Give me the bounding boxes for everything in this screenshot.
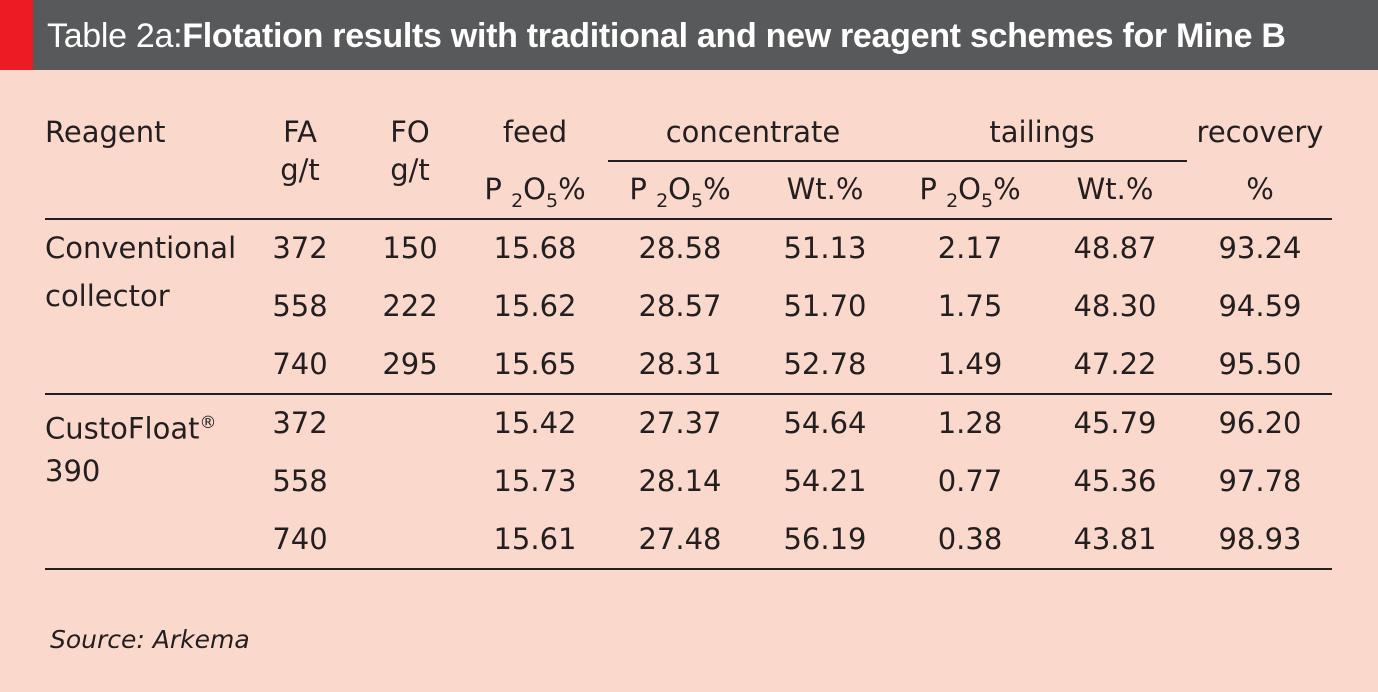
group-divider-rule <box>45 393 1332 395</box>
cell-recovery: 93.24 <box>1218 231 1302 265</box>
cell-tail-p: 1.28 <box>937 406 1003 440</box>
cell-feed: 15.62 <box>493 289 577 323</box>
header-concentrate: concentrate <box>665 115 841 149</box>
cell-conc-p: 27.37 <box>638 406 722 440</box>
header-conc-p2o5: P 2O5% <box>629 172 731 212</box>
header-fo: FO <box>390 115 430 149</box>
cell-recovery: 94.59 <box>1218 289 1302 323</box>
cell-tail-wt: 48.87 <box>1073 231 1157 265</box>
header-tailings: tailings <box>989 115 1095 149</box>
cell-tail-wt: 45.79 <box>1073 406 1157 440</box>
registered-mark: ® <box>199 413 217 433</box>
cell-fa: 740 <box>272 522 328 556</box>
cell-conc-p: 27.48 <box>638 522 722 556</box>
table-number: Table 2a: <box>47 17 183 55</box>
cell-fo: 150 <box>382 231 438 265</box>
cell-conc-wt: 54.64 <box>783 406 867 440</box>
header-fa: FA <box>283 115 317 149</box>
cell-recovery: 98.93 <box>1218 522 1302 556</box>
concentrate-rule <box>608 160 898 162</box>
cell-fa: 372 <box>272 406 328 440</box>
cell-fo: 295 <box>382 347 438 381</box>
cell-fa: 740 <box>272 347 328 381</box>
cell-fo: 222 <box>382 289 438 323</box>
group-name-line2: 390 <box>45 454 101 488</box>
cell-conc-wt: 56.19 <box>783 522 867 556</box>
tailings-rule <box>897 160 1187 162</box>
cell-recovery: 96.20 <box>1218 406 1302 440</box>
cell-conc-wt: 51.70 <box>783 289 867 323</box>
cell-feed: 15.65 <box>493 347 577 381</box>
cell-conc-wt: 51.13 <box>783 231 867 265</box>
cell-tail-wt: 43.81 <box>1073 522 1157 556</box>
cell-fa: 372 <box>272 231 328 265</box>
cell-tail-p: 0.77 <box>937 464 1003 498</box>
cell-conc-wt: 52.78 <box>783 347 867 381</box>
header-recovery-unit: % <box>1246 172 1274 206</box>
cell-feed: 15.68 <box>493 231 577 265</box>
cell-feed: 15.61 <box>493 522 577 556</box>
header-tail-p2o5: P 2O5% <box>919 172 1021 212</box>
cell-conc-p: 28.31 <box>638 347 722 381</box>
header-tail-wt: Wt.% <box>1076 172 1154 206</box>
cell-fo <box>370 522 450 556</box>
cell-tail-wt: 45.36 <box>1073 464 1157 498</box>
cell-tail-wt: 48.30 <box>1073 289 1157 323</box>
cell-tail-wt: 47.22 <box>1073 347 1157 381</box>
cell-recovery: 95.50 <box>1218 347 1302 381</box>
cell-fo <box>370 464 450 498</box>
cell-tail-p: 0.38 <box>937 522 1003 556</box>
group-name-line1: Conventional <box>45 231 237 265</box>
header-fo-unit: g/t <box>390 153 430 187</box>
group-name-line1: CustoFloat® <box>45 411 217 446</box>
table-title: Table 2a:Flotation results with traditio… <box>47 0 1286 70</box>
cell-tail-p: 1.49 <box>937 347 1003 381</box>
table-caption: Flotation results with traditional and n… <box>182 17 1286 55</box>
group-name-line2: collector <box>45 279 170 313</box>
header-recovery: recovery <box>1196 115 1324 149</box>
header-reagent: Reagent <box>45 115 166 149</box>
source-note: Source: Arkema <box>50 625 250 654</box>
cell-conc-wt: 54.21 <box>783 464 867 498</box>
header-feed: feed <box>502 115 568 149</box>
header-feed-p2o5: P 2O5% <box>484 172 586 212</box>
cell-feed: 15.42 <box>493 406 577 440</box>
cell-tail-p: 2.17 <box>937 231 1003 265</box>
cell-fa: 558 <box>272 464 328 498</box>
header-fa-unit: g/t <box>280 153 320 187</box>
cell-conc-p: 28.14 <box>638 464 722 498</box>
cell-feed: 15.73 <box>493 464 577 498</box>
cell-conc-p: 28.57 <box>638 289 722 323</box>
title-bar <box>0 0 1378 70</box>
cell-fa: 558 <box>272 289 328 323</box>
cell-fo <box>370 406 450 440</box>
title-accent-bar <box>0 0 33 70</box>
cell-conc-p: 28.58 <box>638 231 722 265</box>
cell-recovery: 97.78 <box>1218 464 1302 498</box>
cell-tail-p: 1.75 <box>937 289 1003 323</box>
table-bottom-rule <box>45 568 1332 570</box>
header-bottom-rule <box>45 218 1332 220</box>
header-conc-wt: Wt.% <box>786 172 864 206</box>
